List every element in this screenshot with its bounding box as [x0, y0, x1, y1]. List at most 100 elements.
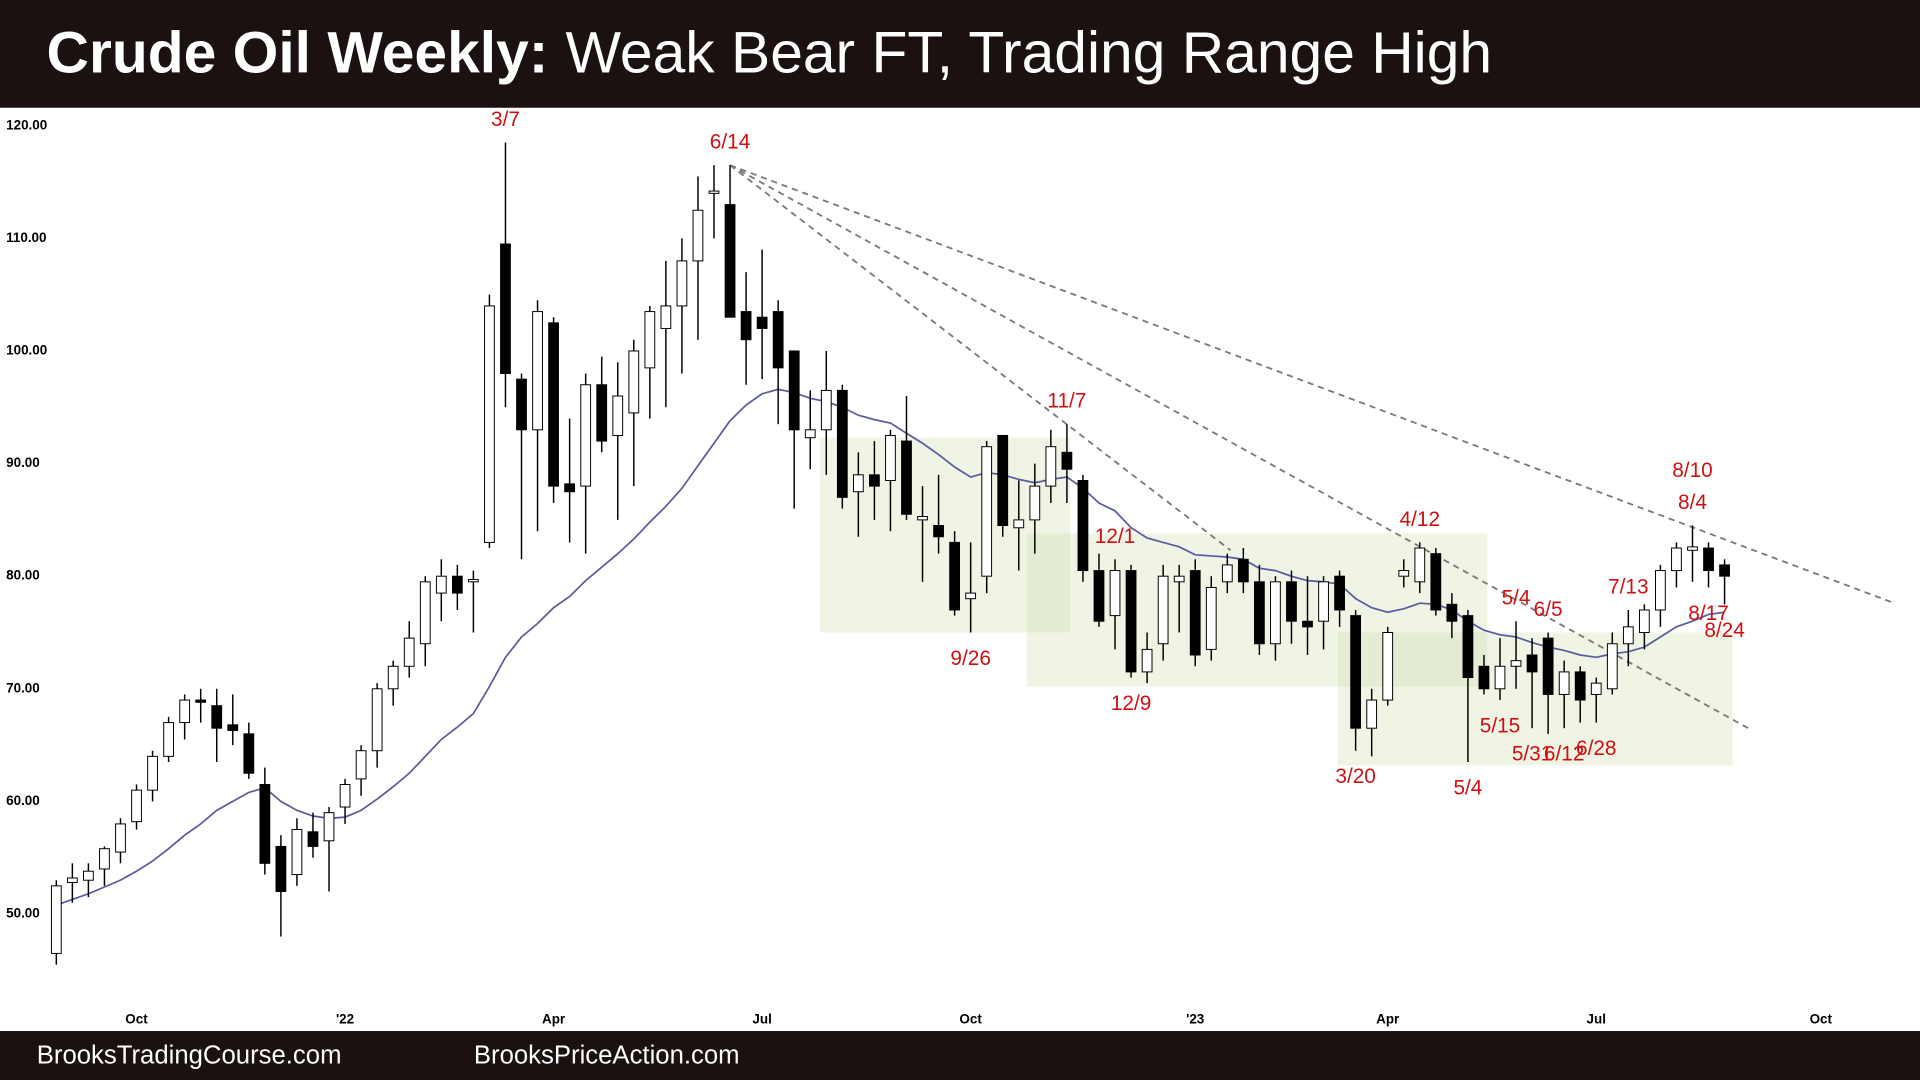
- candle-body: [163, 722, 174, 757]
- candle-body: [1703, 547, 1714, 572]
- candle-body: [1655, 570, 1666, 611]
- candle-body: [243, 733, 255, 774]
- candle-body: [869, 474, 880, 487]
- candle-body: [291, 829, 303, 876]
- header-title: Crude Oil Weekly: Weak Bear FT, Trading R…: [47, 20, 1493, 85]
- candle-body: [1590, 682, 1602, 695]
- candle-body: [387, 665, 399, 690]
- candle-body: [949, 541, 960, 611]
- footer-right: BrooksPriceAction.com: [474, 1042, 740, 1070]
- candle-body: [195, 699, 207, 703]
- annotation: 6/5: [1534, 598, 1563, 621]
- candle-body: [885, 434, 896, 481]
- y-tick-label: 50.00: [6, 906, 40, 921]
- candle-body: [1542, 637, 1554, 695]
- candle-body: [1270, 581, 1281, 645]
- candle-body: [371, 688, 383, 752]
- candle-body: [1510, 660, 1522, 667]
- y-tick-label: 90.00: [6, 455, 40, 470]
- candle-body: [740, 311, 752, 341]
- annotation: 3/20: [1335, 765, 1375, 788]
- candle-body: [419, 581, 431, 645]
- candle-body: [981, 446, 993, 577]
- candle-body: [1494, 665, 1506, 690]
- y-tick-label: 100.00: [6, 343, 47, 358]
- candle-body: [355, 750, 367, 780]
- annotation: 7/13: [1608, 575, 1648, 598]
- candle-body: [628, 350, 640, 414]
- candle-body: [1430, 553, 1442, 611]
- annotation: 6/28: [1576, 737, 1616, 760]
- annotation: 5/31: [1512, 743, 1552, 766]
- candle-body: [772, 311, 784, 369]
- candle-body: [692, 209, 704, 262]
- candle-body: [836, 389, 848, 498]
- header-bar: [0, 0, 1920, 108]
- annotation: 8/24: [1704, 619, 1744, 642]
- candle-body: [548, 322, 559, 487]
- x-tick-label: Apr: [1376, 1012, 1400, 1027]
- annotation: 9/26: [950, 647, 990, 670]
- annotation: 11/7: [1047, 390, 1086, 413]
- candle-body: [1141, 648, 1153, 673]
- candle-body: [676, 260, 688, 307]
- annotation: 12/1: [1095, 525, 1135, 548]
- candle-body: [131, 789, 142, 823]
- candle-body: [484, 305, 495, 543]
- title-text: Weak Bear FT, Trading Range High: [566, 20, 1493, 85]
- candle-body: [1574, 671, 1586, 701]
- candle-body: [612, 395, 624, 436]
- candle-body: [564, 483, 576, 493]
- candle-body: [1398, 570, 1410, 577]
- candle-body: [1061, 451, 1073, 470]
- candle-body: [1125, 570, 1137, 673]
- candle-body: [1029, 485, 1041, 521]
- candle-body: [1558, 671, 1570, 695]
- candle-body: [1318, 581, 1329, 622]
- candle-body: [1606, 643, 1618, 690]
- candle-body: [596, 384, 608, 442]
- candle-body: [1719, 564, 1730, 577]
- candle-body: [1462, 615, 1474, 679]
- candle-body: [901, 440, 912, 515]
- candle-body: [1205, 586, 1217, 650]
- x-tick-label: Jul: [1587, 1012, 1606, 1027]
- candle-body: [1350, 615, 1362, 729]
- footer-bar: [0, 1031, 1920, 1080]
- x-tick-label: Jul: [752, 1012, 771, 1027]
- annotation: 8/10: [1672, 459, 1712, 482]
- candle-body: [965, 592, 977, 600]
- annotation: 5/15: [1480, 714, 1520, 737]
- candle-body: [724, 204, 736, 318]
- candle-body: [1382, 631, 1394, 701]
- annotation: 8/17: [1688, 602, 1728, 625]
- candle-body: [820, 389, 832, 431]
- candle-body: [1671, 547, 1682, 572]
- candle-body: [1109, 570, 1121, 617]
- candle-body: [1254, 581, 1265, 645]
- candle-body: [1414, 547, 1426, 583]
- candle-body: [756, 316, 768, 329]
- candle-body: [468, 579, 479, 583]
- candle-body: [1189, 570, 1201, 656]
- candle-body: [1446, 603, 1458, 622]
- annotation: 4/12: [1400, 508, 1440, 531]
- y-tick-label: 60.00: [6, 793, 40, 808]
- candle-body: [1687, 546, 1698, 551]
- candle-body: [66, 877, 78, 883]
- y-tick-label: 110.00: [6, 230, 46, 245]
- annotation: 5/4: [1453, 776, 1482, 799]
- x-tick-label: Oct: [959, 1012, 982, 1027]
- candle-body: [1302, 620, 1313, 628]
- title-lead: Crude Oil Weekly:: [47, 20, 549, 85]
- candle-body: [147, 755, 158, 791]
- candle-body: [275, 845, 287, 892]
- candle-body: [933, 525, 944, 538]
- trendline: [729, 164, 1892, 603]
- trendline: [729, 164, 1232, 552]
- candle-body: [1638, 609, 1650, 633]
- y-tick-label: 80.00: [6, 568, 40, 583]
- candle-body: [1013, 519, 1025, 529]
- annotation: 3/7: [491, 108, 520, 131]
